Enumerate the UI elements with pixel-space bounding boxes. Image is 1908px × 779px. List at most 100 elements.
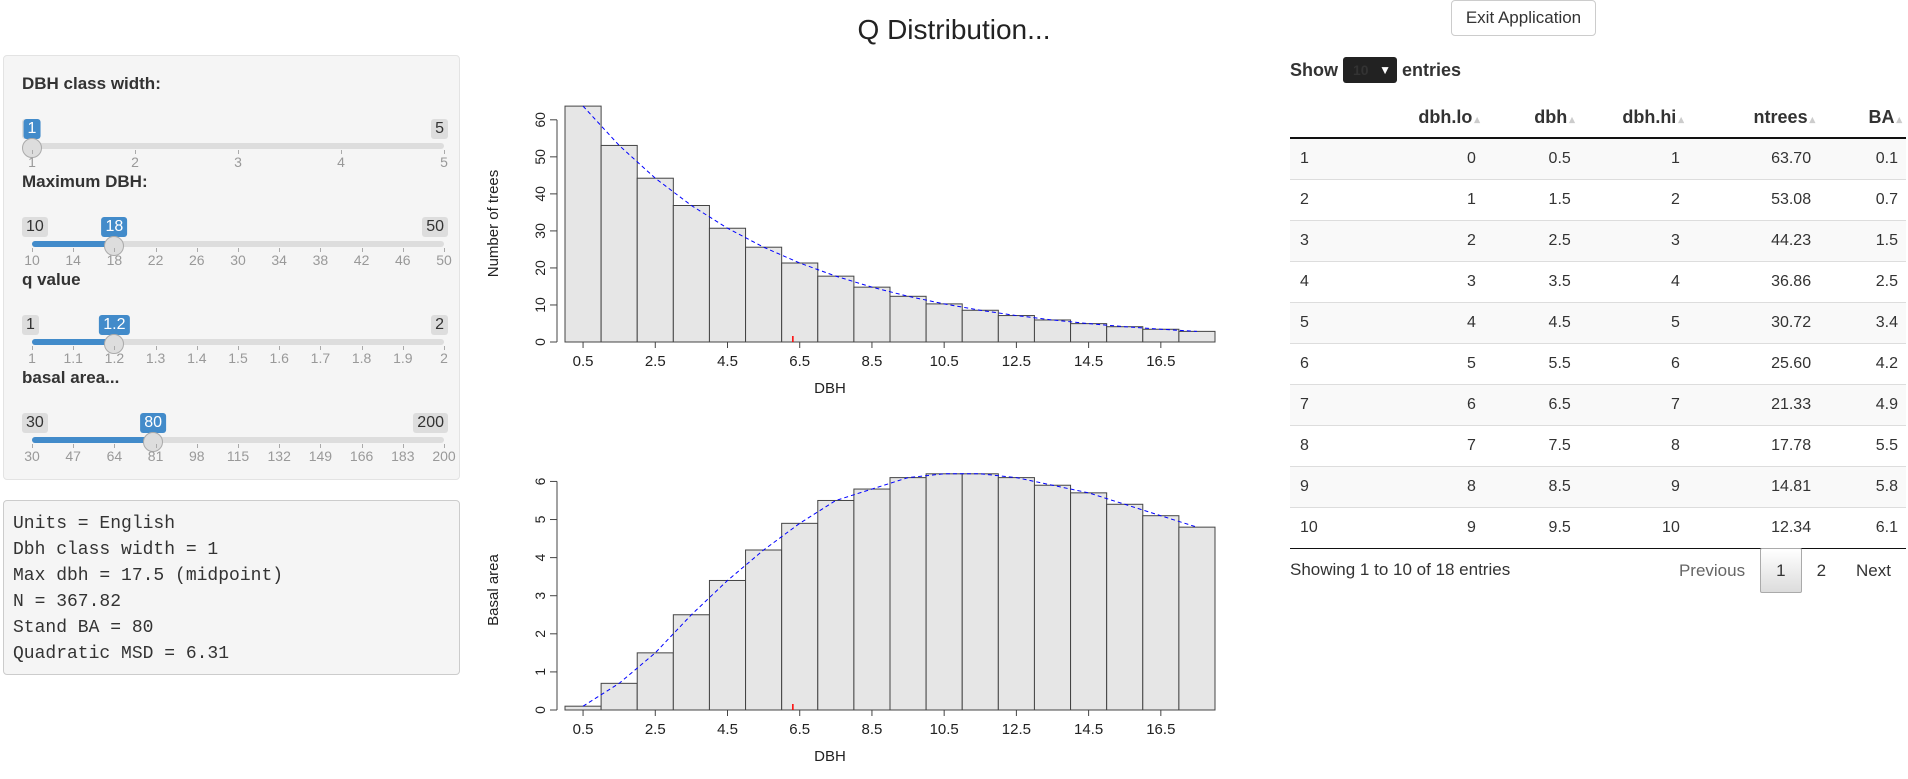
x-tick-label: 2.5 (645, 353, 666, 370)
table-cell: 9 (1376, 507, 1484, 549)
slider-tick-label: 1 (28, 154, 36, 170)
table-cell: 17.78 (1687, 425, 1820, 467)
histogram-bar (745, 246, 783, 343)
next-button[interactable]: Next (1856, 561, 1891, 580)
slider-tick-label: 1.4 (187, 350, 207, 366)
table-cell: 3.5 (1483, 261, 1579, 303)
page-button-2[interactable]: 2 (1816, 561, 1827, 580)
x-tick-label: 8.5 (862, 353, 883, 370)
slider-tick-label: 4 (337, 154, 345, 170)
sort-icon: ▴ (1569, 113, 1575, 126)
slider-handle[interactable] (22, 138, 42, 158)
slider-tick-label: 3 (234, 154, 242, 170)
table-cell: 2 (1290, 179, 1377, 221)
slider-basal-area[interactable]: basal area... 30 200 80 30 47 64 81 98 115 132 149 1… (22, 368, 456, 464)
page-length-select[interactable]: 10 ▼ (1343, 57, 1397, 83)
slider-tick-mark (320, 444, 322, 448)
summary-line-units: Units = English (13, 514, 176, 534)
table-cell: 21.33 (1687, 384, 1820, 426)
slider-value-label: 1.2 (99, 315, 130, 335)
slider-dbh-class-width[interactable]: DBH class width:15112345 (22, 74, 448, 170)
histogram-bar (708, 227, 747, 343)
table-row: 6 5 5.5 6 25.60 4.2 (1290, 343, 1906, 385)
table-cell: 3 (1376, 261, 1484, 303)
column-header[interactable]: BA ▴ (1819, 97, 1906, 139)
table-cell: 3.4 (1819, 302, 1906, 344)
x-tick-label: 2.5 (645, 721, 666, 738)
table-row: 9 8 8.5 9 14.81 5.8 (1290, 466, 1906, 508)
table-cell: 12.34 (1687, 507, 1820, 549)
slider-tick-label: 18 (106, 252, 123, 268)
slider-tick-label: 30 (230, 252, 246, 268)
histogram-bar (817, 275, 855, 343)
slider-tick-label: 46 (395, 252, 411, 268)
table-cell: 1 (1376, 179, 1484, 221)
table-cell: 4 (1290, 261, 1377, 303)
slider-tick-label: 22 (147, 252, 164, 268)
slider-tick-mark (320, 346, 322, 350)
column-header[interactable]: dbh.lo ▴ (1376, 97, 1484, 139)
slider-handle[interactable] (143, 432, 164, 452)
histogram-bar (1033, 484, 1072, 711)
slider-track[interactable] (32, 339, 444, 345)
column-header[interactable]: dbh.hi ▴ (1578, 97, 1688, 139)
slider-track[interactable] (32, 241, 444, 247)
x-tick-label: 10.5 (930, 721, 959, 738)
slider-fill (32, 437, 154, 443)
summary-line-max-dbh: Max dbh = 17.5 (midpoint) (13, 566, 284, 586)
slider-min-label: 10 (22, 217, 48, 237)
slider-handle[interactable] (104, 236, 125, 256)
column-header[interactable]: dbh ▴ (1483, 97, 1579, 139)
table-cell: 9.5 (1483, 507, 1579, 549)
slider-track[interactable] (32, 437, 444, 443)
table-row: 1 0 0.5 1 63.70 0.1 (1290, 137, 1906, 180)
data-table: dbh.lo ▴ dbh ▴ dbh.hi ▴ ntrees ▴ BA ▴ 1 0 0.5 1 63.70… (1290, 97, 1906, 549)
slider-tick-label: 14 (65, 252, 81, 268)
column-header-label: dbh (1534, 106, 1568, 127)
slider-handle[interactable] (104, 334, 125, 354)
slider-tick-mark (402, 444, 404, 448)
slider-tick-label: 1.6 (269, 350, 289, 366)
table-cell: 0.5 (1483, 137, 1579, 180)
slider-tick-label: 1.9 (393, 350, 413, 366)
histogram-bar (1142, 328, 1180, 343)
slider-label: DBH class width: (22, 74, 161, 93)
slider-value-label: 1 (23, 119, 41, 139)
slider-tick-label: 132 (267, 448, 291, 464)
exit-application-button[interactable]: Exit Application (1451, 0, 1596, 36)
page-button-1[interactable]: 1 (1760, 548, 1802, 593)
histogram-bar (1106, 326, 1144, 343)
previous-button[interactable]: Previous (1678, 561, 1746, 580)
slider-maximum-dbh[interactable]: Maximum DBH: 10 50 18 10 14 18 22 26 30 34 38 42 46 50 (22, 172, 452, 268)
y-tick-label: 10 (532, 297, 548, 313)
table-cell: 6 (1578, 343, 1688, 385)
chevron-down-icon: ▼ (1379, 63, 1391, 77)
column-header[interactable]: ntrees ▴ (1687, 97, 1820, 139)
slider-tick-mark (238, 248, 239, 252)
slider-tick-mark (155, 248, 157, 252)
slider-tick-mark (361, 248, 363, 252)
table-row: 10 9 9.5 10 12.34 6.1 (1290, 507, 1906, 549)
slider-track[interactable] (32, 143, 444, 149)
slider-tick-label: 1.5 (228, 350, 248, 366)
slider-tick-label: 2 (440, 350, 448, 366)
column-header-label: BA (1868, 106, 1895, 127)
slider-tick-mark (341, 150, 342, 154)
slider-tick-label: 1.1 (63, 350, 83, 366)
slider-tick-mark (135, 150, 136, 154)
histogram-bar (1142, 515, 1180, 711)
x-tick-label: 16.5 (1146, 353, 1175, 370)
table-row: 3 2 2.5 3 44.23 1.5 (1290, 220, 1906, 262)
table-cell: 7 (1578, 384, 1688, 426)
slider-tick-label: 30 (24, 448, 40, 464)
x-tick-label: 6.5 (789, 721, 810, 738)
slider-tick-label: 1.2 (104, 350, 125, 366)
table-cell: 0.7 (1819, 179, 1906, 221)
slider-tick-mark (196, 346, 198, 350)
sidebar-panel: DBH class width:15112345 Maximum DBH:105… (3, 55, 460, 480)
slider-q-value[interactable]: q value 1 2 1.2 1 1.1 1.2 1.3 1.4 1.5 1.6 1.7 1.8 1.9… (22, 270, 448, 366)
histogram-bar (1178, 526, 1216, 711)
slider-tick-label: 64 (106, 448, 123, 464)
table-cell: 10 (1578, 507, 1688, 549)
slider-tick-label: 34 (271, 252, 287, 268)
